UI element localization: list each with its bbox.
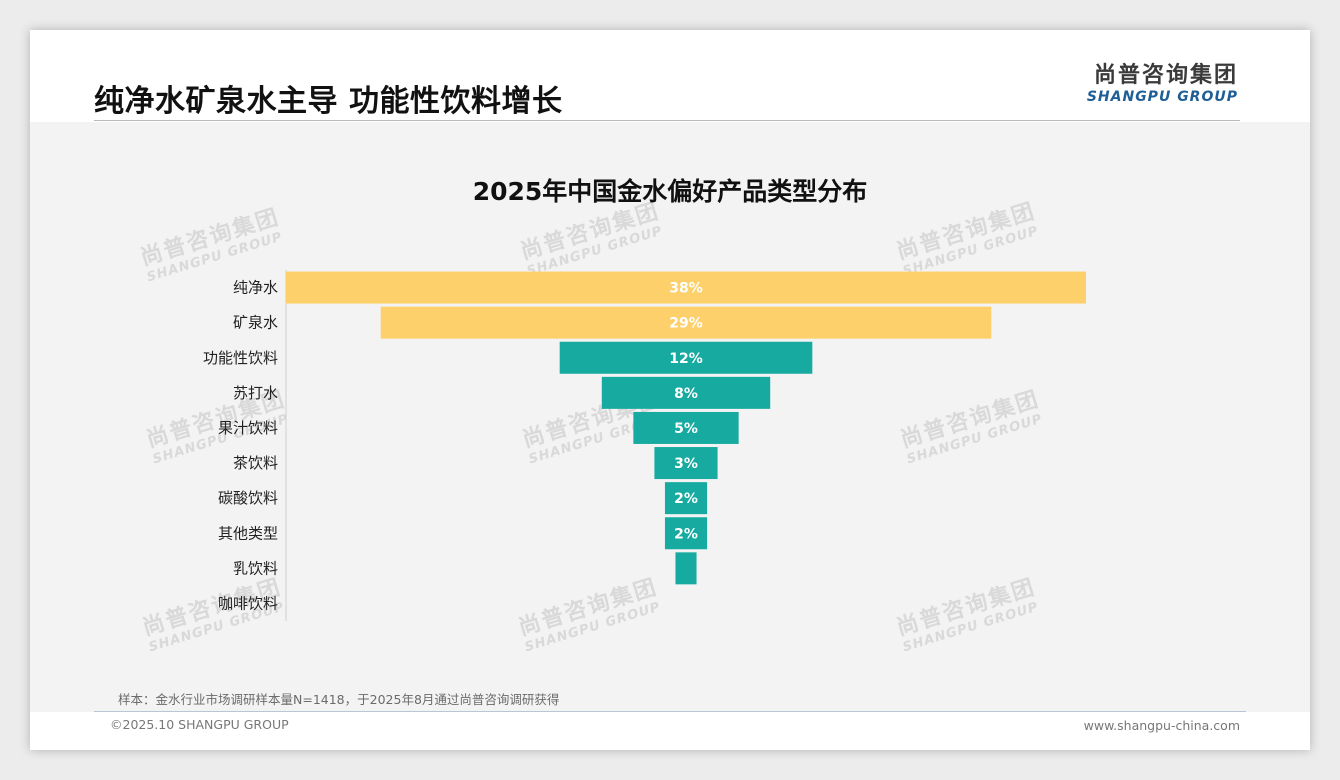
category-label: 功能性饮料 bbox=[203, 349, 278, 367]
funnel-bar bbox=[286, 271, 1086, 304]
data-label: 3% bbox=[674, 456, 698, 472]
category-label: 其他类型 bbox=[218, 524, 278, 542]
sample-footnote: 样本：金水行业市场调研样本量N=1418，于2025年8月通过尚普咨询调研获得 bbox=[118, 692, 560, 707]
category-label: 碳酸饮料 bbox=[218, 489, 278, 507]
funnel-bar bbox=[633, 411, 739, 444]
header-band bbox=[30, 30, 1310, 122]
funnel-bar bbox=[601, 376, 771, 409]
data-label: 5% bbox=[674, 421, 698, 437]
copyright-text: ©2025.10 SHANGPU GROUP bbox=[110, 717, 289, 732]
category-label: 果汁饮料 bbox=[218, 419, 278, 437]
footer-divider bbox=[94, 711, 1246, 712]
category-label: 咖啡饮料 bbox=[218, 594, 278, 612]
funnel-bar bbox=[664, 482, 708, 515]
slide: 纯净水矿泉水主导 功能性饮料增长 尚普咨询集团 SHANGPU GROUP 尚普… bbox=[30, 30, 1310, 750]
funnel-bar bbox=[380, 306, 992, 339]
data-label: 2% bbox=[674, 491, 698, 507]
data-label: 38% bbox=[669, 281, 703, 297]
data-label: 29% bbox=[669, 316, 703, 332]
funnel-bar bbox=[675, 552, 697, 585]
data-label: 8% bbox=[674, 386, 698, 402]
logo-text-en: SHANGPU GROUP bbox=[1086, 89, 1238, 105]
data-label: 2% bbox=[674, 526, 698, 542]
funnel-bar bbox=[654, 447, 718, 480]
category-label: 矿泉水 bbox=[233, 314, 278, 332]
data-label: 12% bbox=[669, 351, 703, 367]
logo-text-cn: 尚普咨询集团 bbox=[1093, 63, 1238, 88]
company-logo: 尚普咨询集团 SHANGPU GROUP bbox=[1087, 64, 1238, 106]
title-divider bbox=[94, 120, 1240, 121]
category-label: 苏打水 bbox=[233, 384, 278, 402]
funnel-chart: 纯净水 38% 矿泉水 29% 功能性饮料 12% 苏打水 8% 果汁饮料 5% 茶饮料 3% 碳酸饮料… bbox=[203, 270, 1086, 621]
page-title: 纯净水矿泉水主导 功能性饮料增长 bbox=[94, 84, 563, 119]
funnel-bar bbox=[664, 517, 708, 550]
website-link[interactable]: www.shangpu-china.com bbox=[1083, 718, 1240, 733]
category-label: 乳饮料 bbox=[233, 559, 278, 577]
funnel-bar bbox=[559, 341, 813, 374]
category-label: 茶饮料 bbox=[233, 454, 278, 472]
category-label: 纯净水 bbox=[233, 279, 278, 297]
footer-band bbox=[30, 712, 1310, 750]
chart-title: 2025年中国金水偏好产品类型分布 bbox=[472, 177, 868, 206]
